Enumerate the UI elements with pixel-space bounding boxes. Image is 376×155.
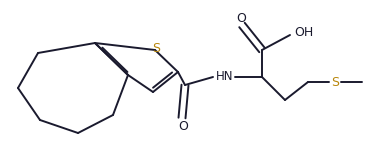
Text: O: O [236, 11, 246, 24]
Text: O: O [178, 120, 188, 133]
Text: HN: HN [216, 71, 234, 84]
Text: S: S [152, 42, 160, 55]
Text: OH: OH [294, 27, 314, 40]
Text: S: S [331, 75, 339, 89]
